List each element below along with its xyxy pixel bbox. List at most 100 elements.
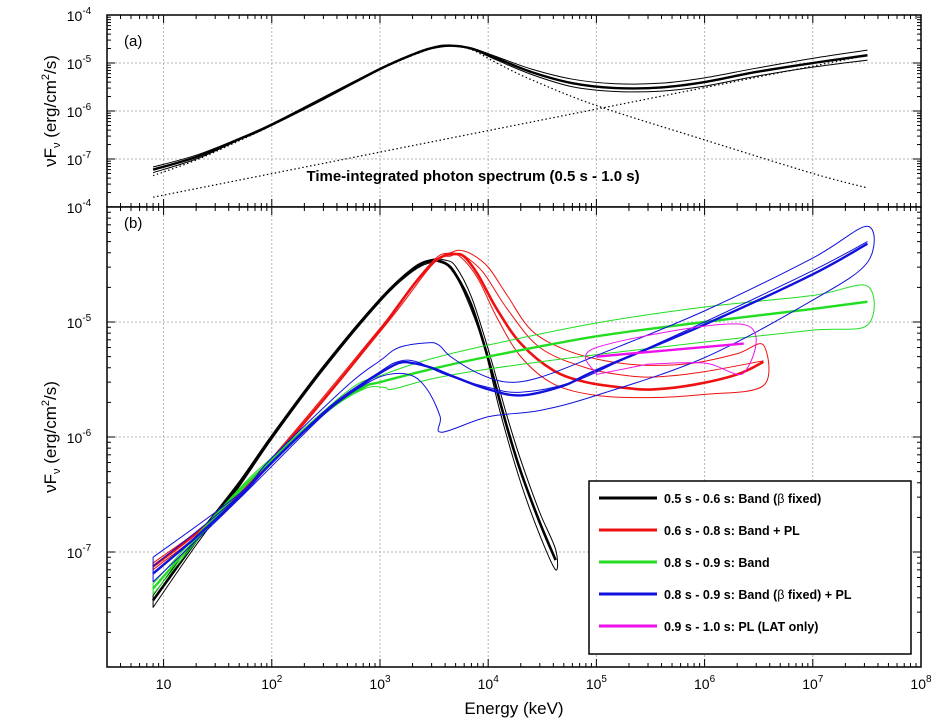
legend-text: 0.5 s - 0.6 s: Band ( xyxy=(664,492,778,506)
x-tick-label: 10 xyxy=(156,676,172,692)
x-tick-base: 10 xyxy=(478,676,494,692)
ylabel-f: F xyxy=(41,474,60,484)
y-tick-exp: -7 xyxy=(82,150,91,161)
x-tick-base: 10 xyxy=(156,676,172,692)
ylabel-units-exp: 2 xyxy=(40,74,52,80)
x-tick-label: 103 xyxy=(369,674,391,692)
y-tick-label: 10-6 xyxy=(67,102,92,120)
legend-label: 0.8 s - 0.9 s: Band (β fixed) + PL xyxy=(664,588,852,602)
x-tick-exp: 7 xyxy=(818,674,824,685)
panel-a-frame xyxy=(106,14,922,208)
x-tick-exp: 2 xyxy=(277,674,283,685)
legend-text-end: fixed) + PL xyxy=(784,588,851,602)
panel-b: 10 102 103 104 105 106 107 10810-710-610-510-4 … xyxy=(40,198,932,718)
series-a-3 xyxy=(152,45,868,189)
series-b-1 xyxy=(152,258,559,608)
legend-text: 0.8 s - 0.9 s: Band ( xyxy=(664,588,778,602)
y-tick-exp: -7 xyxy=(82,543,91,554)
ylabel-nu: ν xyxy=(41,158,60,167)
panel-b-ylabel: νFν (erg/cm2/s) xyxy=(40,381,63,493)
legend: 0.5 s - 0.6 s: Band (β fixed)0.6 s - 0.8… xyxy=(588,480,912,655)
legend-text: 0.9 s - 1.0 s: PL (LAT only) xyxy=(664,620,818,634)
x-tick-base: 10 xyxy=(802,676,818,692)
y-tick-exp: -5 xyxy=(82,313,91,324)
ylabel-units-end: /s) xyxy=(41,381,60,400)
x-tick-label: 108 xyxy=(910,674,932,692)
panel-a-series xyxy=(152,44,868,198)
x-tick-label: 107 xyxy=(802,674,824,692)
ylabel-sub: ν xyxy=(51,142,63,148)
ylabel-sub: ν xyxy=(51,468,63,474)
x-tick-label: 104 xyxy=(478,674,500,692)
y-tick-base: 10 xyxy=(67,152,83,168)
legend-text: 0.8 s - 0.9 s: Band xyxy=(664,556,770,570)
ylabel-units: (erg/cm xyxy=(41,80,60,142)
panel-a-label: (a) xyxy=(124,33,142,50)
x-tick-exp: 6 xyxy=(710,674,716,685)
series-b-4 xyxy=(463,254,764,378)
ylabel-nu: ν xyxy=(41,484,60,493)
series-b-6 xyxy=(152,284,875,595)
x-tick-label: 102 xyxy=(261,674,283,692)
y-tick-label: 10-4 xyxy=(67,6,92,24)
series-b-8 xyxy=(152,225,875,583)
y-tick-exp: -6 xyxy=(82,428,91,439)
y-tick-base: 10 xyxy=(67,104,83,120)
x-tick-exp: 8 xyxy=(926,674,932,685)
ylabel-units: (erg/cm xyxy=(41,406,60,468)
x-tick-exp: 3 xyxy=(385,674,391,685)
series-b-9 xyxy=(152,241,868,567)
legend-items: 0.5 s - 0.6 s: Band (β fixed)0.6 s - 0.8… xyxy=(599,492,852,634)
panel-a: 10-710-610-510-4 (a) Time-integrated pho… xyxy=(40,6,922,208)
x-tick-label: 105 xyxy=(586,674,608,692)
ylabel-units-end: /s) xyxy=(41,55,60,74)
y-tick-base: 10 xyxy=(67,315,83,331)
y-tick-label: 10-6 xyxy=(67,428,92,446)
x-tick-label: 106 xyxy=(694,674,716,692)
ylabel-units-exp: 2 xyxy=(40,400,52,406)
y-tick-label: 10-7 xyxy=(67,150,92,168)
x-tick-base: 10 xyxy=(910,676,926,692)
panel-b-label: (b) xyxy=(124,215,142,232)
legend-text: 0.6 s - 0.8 s: Band + PL xyxy=(664,524,800,538)
panel-b-xlabel: Energy (keV) xyxy=(464,699,563,718)
y-tick-base: 10 xyxy=(67,56,83,72)
y-tick-label: 10-4 xyxy=(67,198,92,216)
x-tick-base: 10 xyxy=(369,676,385,692)
legend-label: 0.6 s - 0.8 s: Band + PL xyxy=(664,524,800,538)
series-b-11 xyxy=(585,323,757,375)
y-tick-label: 10-5 xyxy=(67,313,92,331)
y-tick-label: 10-5 xyxy=(67,54,92,72)
legend-greek: β xyxy=(777,492,784,506)
legend-label: 0.5 s - 0.6 s: Band (β fixed) xyxy=(664,492,821,506)
y-tick-base: 10 xyxy=(67,545,83,561)
panel-a-title: Time-integrated photon spectrum (0.5 s -… xyxy=(306,168,639,185)
legend-label: 0.9 s - 1.0 s: PL (LAT only) xyxy=(664,620,818,634)
panel-a-ylabel: νFν (erg/cm2/s) xyxy=(40,55,63,167)
series-a-4 xyxy=(152,54,868,198)
legend-text-end: fixed) xyxy=(784,492,821,506)
y-tick-exp: -4 xyxy=(82,198,91,209)
y-tick-exp: -4 xyxy=(82,6,91,17)
legend-greek: β xyxy=(777,588,784,602)
y-tick-base: 10 xyxy=(67,8,83,24)
panel-b-series xyxy=(152,225,875,608)
legend-label: 0.8 s - 0.9 s: Band xyxy=(664,556,770,570)
y-tick-base: 10 xyxy=(67,430,83,446)
y-tick-base: 10 xyxy=(67,200,83,216)
x-tick-exp: 4 xyxy=(493,674,499,685)
ylabel-f: F xyxy=(41,148,60,158)
y-tick-label: 10-7 xyxy=(67,543,92,561)
x-tick-base: 10 xyxy=(261,676,277,692)
y-tick-exp: -6 xyxy=(82,102,91,113)
panel-a-ticks: 10-710-610-510-4 xyxy=(67,6,921,208)
x-tick-base: 10 xyxy=(694,676,710,692)
y-tick-exp: -5 xyxy=(82,54,91,65)
x-tick-base: 10 xyxy=(586,676,602,692)
panel-b-grid xyxy=(107,207,921,667)
x-tick-exp: 5 xyxy=(601,674,607,685)
series-b-3 xyxy=(152,249,770,571)
series-b-10 xyxy=(596,342,744,358)
